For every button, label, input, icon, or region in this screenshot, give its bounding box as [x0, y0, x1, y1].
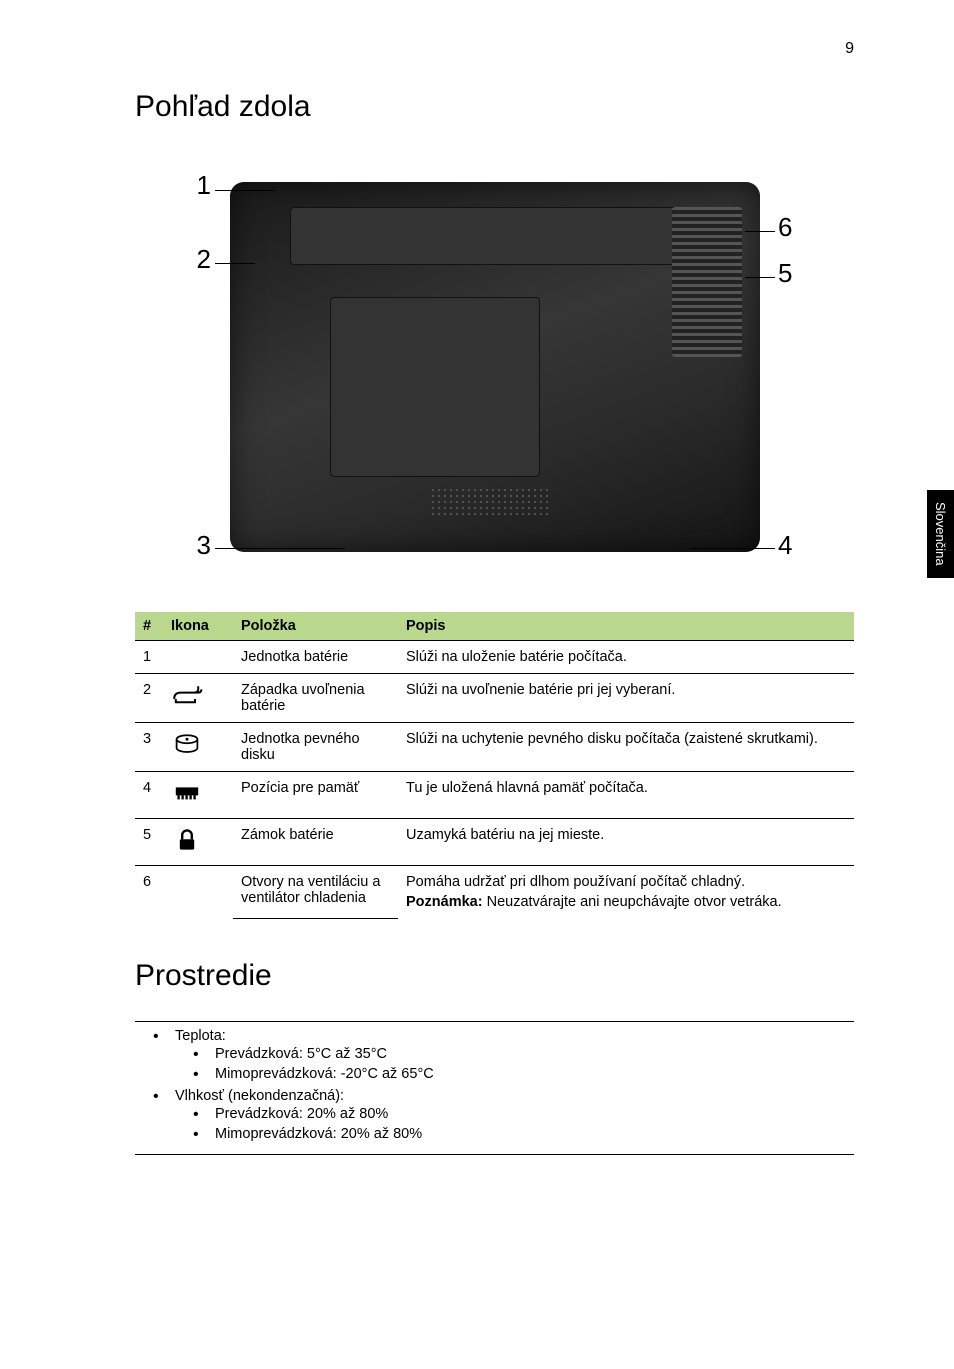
cell-icon: [163, 723, 233, 772]
list-item: Prevádzková: 20% až 80%: [215, 1104, 854, 1124]
cell-item: Zámok batérie: [233, 819, 398, 866]
hum-label: Vlhkosť (nekondenzačná):: [175, 1088, 344, 1104]
callout-2: 2: [197, 244, 211, 275]
callout-line-2: [215, 263, 255, 264]
table-row: 1 Jednotka batérie Slúži na uloženie bat…: [135, 641, 854, 674]
list-item: Prevádzková: 5°C až 35°C: [215, 1044, 854, 1064]
cell-desc: Slúži na uvoľnenie batérie pri jej vyber…: [398, 674, 854, 723]
cell-num: 3: [135, 723, 163, 772]
cell-empty: [163, 892, 233, 918]
cell-icon: [163, 641, 233, 674]
laptop-bottom-diagram: 1 2 3 4 5 6: [155, 152, 835, 582]
cell-num: 2: [135, 674, 163, 723]
cell-desc: Slúži na uchytenie pevného disku počítač…: [398, 723, 854, 772]
battery-panel: [290, 207, 700, 265]
callout-line-3: [215, 548, 345, 549]
memory-icon: [171, 780, 203, 806]
list-item: Teplota: Prevádzková: 5°C až 35°C Mimopr…: [135, 1026, 854, 1086]
callout-line-5: [745, 277, 775, 278]
th-item: Položka: [233, 612, 398, 641]
cell-note: Poznámka: Neuzatvárajte ani neupchávajte…: [398, 892, 854, 918]
th-icon: Ikona: [163, 612, 233, 641]
cell-item: Otvory na ventiláciu a ventilátor chlade…: [233, 866, 398, 919]
table-header-row: # Ikona Položka Popis: [135, 612, 854, 641]
cell-item: Jednotka batérie: [233, 641, 398, 674]
cell-item: Západka uvoľnenia batérie: [233, 674, 398, 723]
cell-item: Pozícia pre pamäť: [233, 772, 398, 819]
table-row: 6 Otvory na ventiláciu a ventilátor chla…: [135, 866, 854, 893]
callout-4: 4: [778, 530, 792, 561]
callout-line-6: [745, 231, 775, 232]
cell-icon: [163, 866, 233, 893]
th-num: #: [135, 612, 163, 641]
callout-1: 1: [197, 170, 211, 201]
hdd-icon: [171, 731, 203, 757]
table-row: 5 Zámok batérie Uzamyká batériu na jej m…: [135, 819, 854, 866]
th-desc: Popis: [398, 612, 854, 641]
callout-line-4: [690, 548, 775, 549]
speaker-dots: [430, 487, 550, 517]
cell-desc: Slúži na uloženie batérie počítača.: [398, 641, 854, 674]
note-label: Poznámka:: [406, 894, 483, 910]
table-row: 4 Pozícia pre pamäť Tu je uložená hlavná…: [135, 772, 854, 819]
cell-icon: [163, 772, 233, 819]
lock-icon: [171, 827, 203, 853]
environment-list: Teplota: Prevádzková: 5°C až 35°C Mimopr…: [135, 1021, 854, 1155]
heading-environment: Prostredie: [135, 959, 854, 993]
vent-grille: [672, 207, 742, 357]
note-text: Neuzatvárajte ani neupchávajte otvor vet…: [483, 894, 782, 910]
table-row: 2 Západka uvoľnenia batérie Slúži na uvo…: [135, 674, 854, 723]
cell-num: 5: [135, 819, 163, 866]
callout-line-1: [215, 190, 275, 191]
table-row: 3 Jednotka pevného disku Slúži na uchyte…: [135, 723, 854, 772]
list-item: Mimoprevádzková: 20% až 80%: [215, 1124, 854, 1144]
hdd-panel: [330, 297, 540, 477]
page-content: Pohľad zdola 1 2 3 4 5 6 # Ikona Položka…: [0, 0, 954, 1195]
spec-table: # Ikona Položka Popis 1 Jednotka batérie…: [135, 612, 854, 919]
cell-num: 1: [135, 641, 163, 674]
list-item: Mimoprevádzková: -20°C až 65°C: [215, 1064, 854, 1084]
cell-desc: Uzamyká batériu na jej mieste.: [398, 819, 854, 866]
heading-bottom-view: Pohľad zdola: [135, 90, 854, 124]
battery-release-icon: [171, 682, 203, 708]
cell-icon: [163, 674, 233, 723]
cell-desc: Tu je uložená hlavná pamäť počítača.: [398, 772, 854, 819]
cell-item: Jednotka pevného disku: [233, 723, 398, 772]
cell-desc: Pomáha udržať pri dlhom používaní počíta…: [398, 866, 854, 893]
cell-empty: [135, 892, 163, 918]
callout-6: 6: [778, 212, 792, 243]
callout-5: 5: [778, 258, 792, 289]
page-number: 9: [845, 40, 854, 58]
callout-3: 3: [197, 530, 211, 561]
temp-label: Teplota:: [175, 1028, 226, 1044]
cell-num: 4: [135, 772, 163, 819]
language-tab: Slovenčina: [927, 490, 954, 578]
cell-num: 6: [135, 866, 163, 893]
laptop-chassis: [230, 182, 760, 552]
list-item: Vlhkosť (nekondenzačná): Prevádzková: 20…: [135, 1086, 854, 1146]
cell-icon: [163, 819, 233, 866]
